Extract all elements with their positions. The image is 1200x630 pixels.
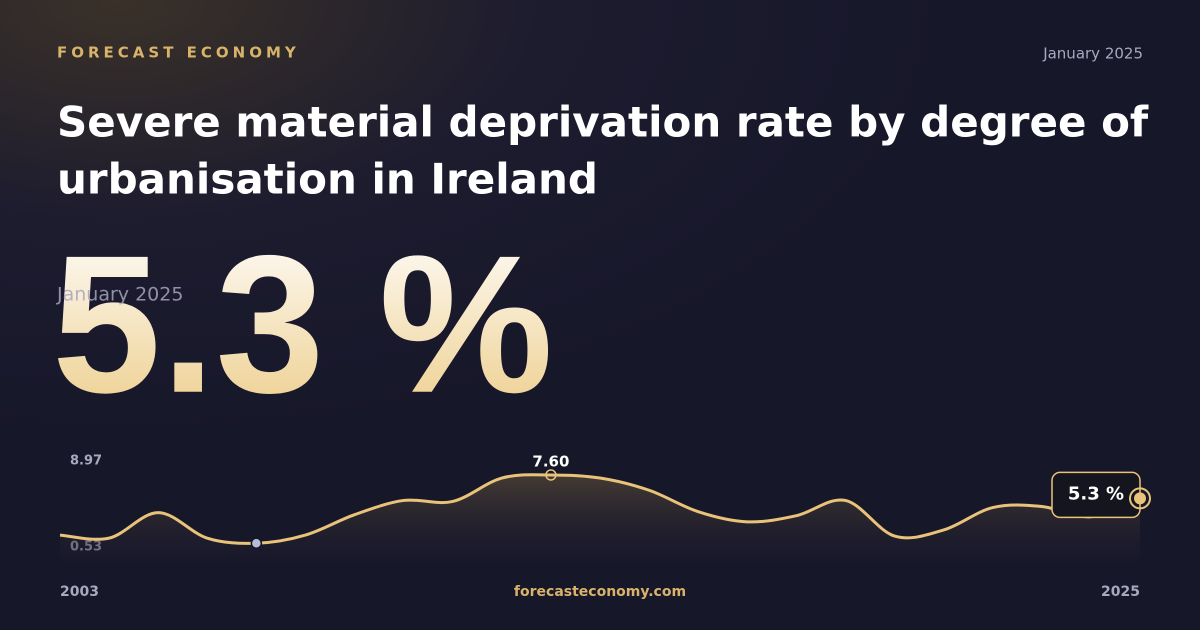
min-point xyxy=(250,537,263,549)
peak-label: 7.60 xyxy=(532,452,569,470)
line xyxy=(59,473,1141,545)
date: January 2025 xyxy=(1042,45,1143,63)
x-tick-label: 2003 xyxy=(60,584,99,600)
last-point xyxy=(1134,492,1146,505)
last-label: 5.3 % xyxy=(1068,483,1124,504)
area xyxy=(60,474,1140,563)
brand: FORECAST ECONOMY xyxy=(57,44,300,62)
x-tick-label: 2025 xyxy=(1101,584,1140,600)
headline-date: January 2025 xyxy=(56,284,183,306)
peak-point xyxy=(545,469,557,481)
title-line: urbanisation in Ireland xyxy=(57,155,598,204)
title-line: Severe material deprivation rate by degr… xyxy=(57,98,1149,147)
headline-value: 5.3 % xyxy=(52,215,553,434)
y-tick-label: 8.97 xyxy=(70,454,102,469)
site: forecasteconomy.com xyxy=(514,584,686,600)
last-point-ring xyxy=(1129,487,1151,510)
